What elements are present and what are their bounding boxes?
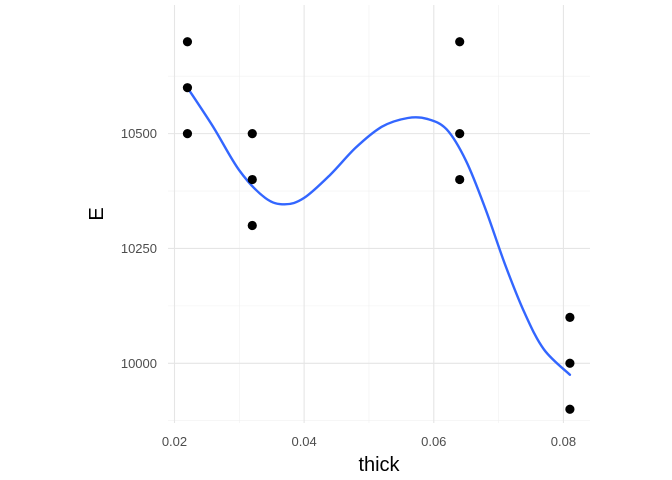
data-point xyxy=(182,83,193,93)
data-point xyxy=(247,174,257,185)
y-tick-label: 10500 xyxy=(121,126,157,141)
x-tick-label: 0.08 xyxy=(551,434,576,449)
x-tick-label: 0.06 xyxy=(421,434,446,449)
data-point xyxy=(247,129,257,139)
smooth-fit-line xyxy=(186,86,572,376)
points-layer xyxy=(182,37,575,414)
x-axis-title: thick xyxy=(358,454,400,476)
smooth-line-layer xyxy=(186,86,572,376)
grid xyxy=(168,5,590,423)
data-point xyxy=(565,312,575,322)
data-point xyxy=(455,174,465,185)
data-point xyxy=(455,37,465,47)
x-axis-tick-labels: 0.02 0.04 0.06 0.08 xyxy=(162,434,576,449)
x-tick-label: 0.02 xyxy=(162,434,187,449)
y-axis-tick-labels: 10000 10250 10500 xyxy=(121,126,157,371)
data-point xyxy=(565,404,575,414)
y-tick-label: 10000 xyxy=(121,356,157,371)
data-point xyxy=(455,129,465,139)
y-tick-label: 10250 xyxy=(121,241,157,256)
data-point xyxy=(182,129,193,139)
y-axis-title: E xyxy=(86,207,108,220)
x-tick-label: 0.04 xyxy=(291,434,316,449)
data-point xyxy=(565,358,575,368)
data-point xyxy=(247,220,257,231)
data-point xyxy=(182,37,193,47)
